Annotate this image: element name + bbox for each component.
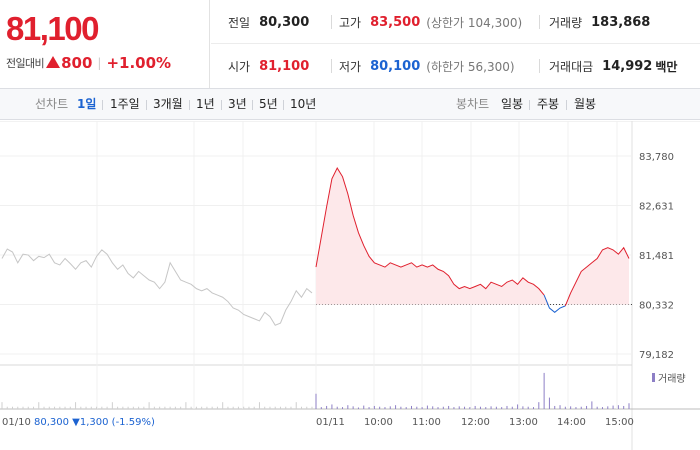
stat-value: 80,100 (370, 58, 421, 74)
lower-limit: (하한가 56,300) (426, 59, 515, 74)
line-chart-label: 선차트 (35, 97, 69, 111)
stat-value: 14,992 (602, 58, 653, 74)
prev-day-line (1, 248, 313, 326)
price-chart: 83,780 82,631 81,481 80,332 79,182 거래량 01/10… (0, 121, 700, 450)
quote-stats: 전일 80,300 고가 83,500 (상한가 104,300) 거래량 18… (211, 0, 700, 88)
stat-label: 시가 (228, 59, 251, 74)
volume-layer: 거래량 (1, 372, 686, 409)
stat-label: 거래량 (549, 15, 583, 30)
divider (221, 100, 222, 110)
tab-daily-candle[interactable]: 일봉 (501, 97, 524, 111)
volume-legend-label: 거래량 (658, 373, 686, 385)
stats-row-2: 시가 81,100 저가 80,100 (하한가 56,300) 거래대금 14… (211, 44, 700, 88)
divider (189, 100, 190, 110)
y-axis-labels: 83,780 82,631 81,481 80,332 79,182 (639, 152, 674, 361)
stat-value: 183,868 (591, 14, 651, 30)
chart-tabs: 선차트 1일 1주일 3개월 1년 3년 5년 10년 봉차트 일봉 주봉 월봉 (0, 88, 700, 120)
y-tick-label: 82,631 (639, 201, 674, 212)
stat-value: 81,100 (259, 58, 310, 74)
divider (331, 15, 332, 29)
today-fill-area (316, 168, 629, 305)
x-axis-labels: 01/10 01/11 10:00 11:00 12:00 13:00 14:00 15:00… (2, 417, 634, 428)
change-label: 전일대비 (6, 57, 45, 70)
divider: | (97, 56, 102, 70)
upper-limit: (상한가 104,300) (426, 15, 523, 30)
today-layer (315, 167, 630, 313)
tab-monthly-candle[interactable]: 월봉 (574, 97, 597, 111)
prev-day-layer (1, 248, 313, 326)
y-tick-label: 80,332 (639, 300, 674, 311)
tab-3m[interactable]: 3개월 (153, 97, 183, 111)
divider (146, 100, 147, 110)
current-price: 81,100 (6, 10, 99, 47)
stat-label: 전일 (228, 15, 251, 30)
stat-value: 80,300 (259, 14, 310, 30)
stat-amount: 거래대금 14,992 백만 (549, 44, 677, 88)
x-tick-label: 12:00 (461, 417, 490, 428)
y-tick-label: 83,780 (639, 152, 674, 163)
change-row: 전일대비 800 | +1.00% (6, 53, 171, 73)
stat-label: 거래대금 (549, 59, 594, 74)
today-price-line (564, 246, 630, 307)
x-tick-label: 15:00 (605, 417, 634, 428)
tab-1d[interactable]: 1일 (77, 97, 97, 111)
x-tick-label: 01/11 (316, 417, 345, 428)
candle-chart-label: 봉차트 (456, 97, 490, 111)
divider (283, 100, 284, 110)
divider (331, 59, 332, 73)
stat-volume: 거래량 183,868 (549, 0, 650, 44)
x-tick-label: 11:00 (412, 417, 441, 428)
volume-legend-swatch (652, 373, 655, 382)
stat-prev-close: 전일 80,300 (228, 0, 309, 44)
x-tick-label: 13:00 (509, 417, 538, 428)
tab-5y[interactable]: 5년 (259, 97, 278, 111)
divider (252, 100, 253, 110)
stat-label: 고가 (339, 15, 362, 30)
stat-low: 저가 80,100 (하한가 56,300) (339, 44, 515, 88)
x-tick-label: 01/10 (2, 417, 31, 428)
change-value: 800 (61, 54, 93, 72)
stat-unit: 백만 (655, 59, 678, 74)
stat-value: 83,500 (370, 14, 421, 30)
stats-row-1: 전일 80,300 고가 83,500 (상한가 104,300) 거래량 18… (211, 0, 700, 44)
change-rate: +1.00% (106, 54, 172, 72)
prev-day-info: 80,300 ▼1,300 (-1.59%) (34, 417, 155, 428)
divider (539, 59, 540, 73)
stat-high: 고가 83,500 (상한가 104,300) (339, 0, 522, 44)
y-tick-label: 79,182 (639, 350, 674, 361)
x-tick-label: 10:00 (364, 417, 393, 428)
tab-3y[interactable]: 3년 (228, 97, 247, 111)
stat-label: 저가 (339, 59, 362, 74)
price-summary: 81,100 전일대비 800 | +1.00% (0, 0, 210, 88)
divider (539, 15, 540, 29)
tab-1w[interactable]: 1주일 (110, 97, 140, 111)
today-price-line (543, 294, 566, 313)
tab-10y[interactable]: 10년 (290, 97, 317, 111)
y-tick-label: 81,481 (639, 251, 674, 262)
stat-open: 시가 81,100 (228, 44, 309, 88)
today-price-line (315, 167, 545, 296)
tab-weekly-candle[interactable]: 주봉 (537, 97, 560, 111)
divider (566, 100, 567, 110)
x-tick-label: 14:00 (557, 417, 586, 428)
divider (529, 100, 530, 110)
divider (102, 100, 103, 110)
tab-1y[interactable]: 1년 (196, 97, 215, 111)
up-triangle-icon (46, 56, 61, 68)
